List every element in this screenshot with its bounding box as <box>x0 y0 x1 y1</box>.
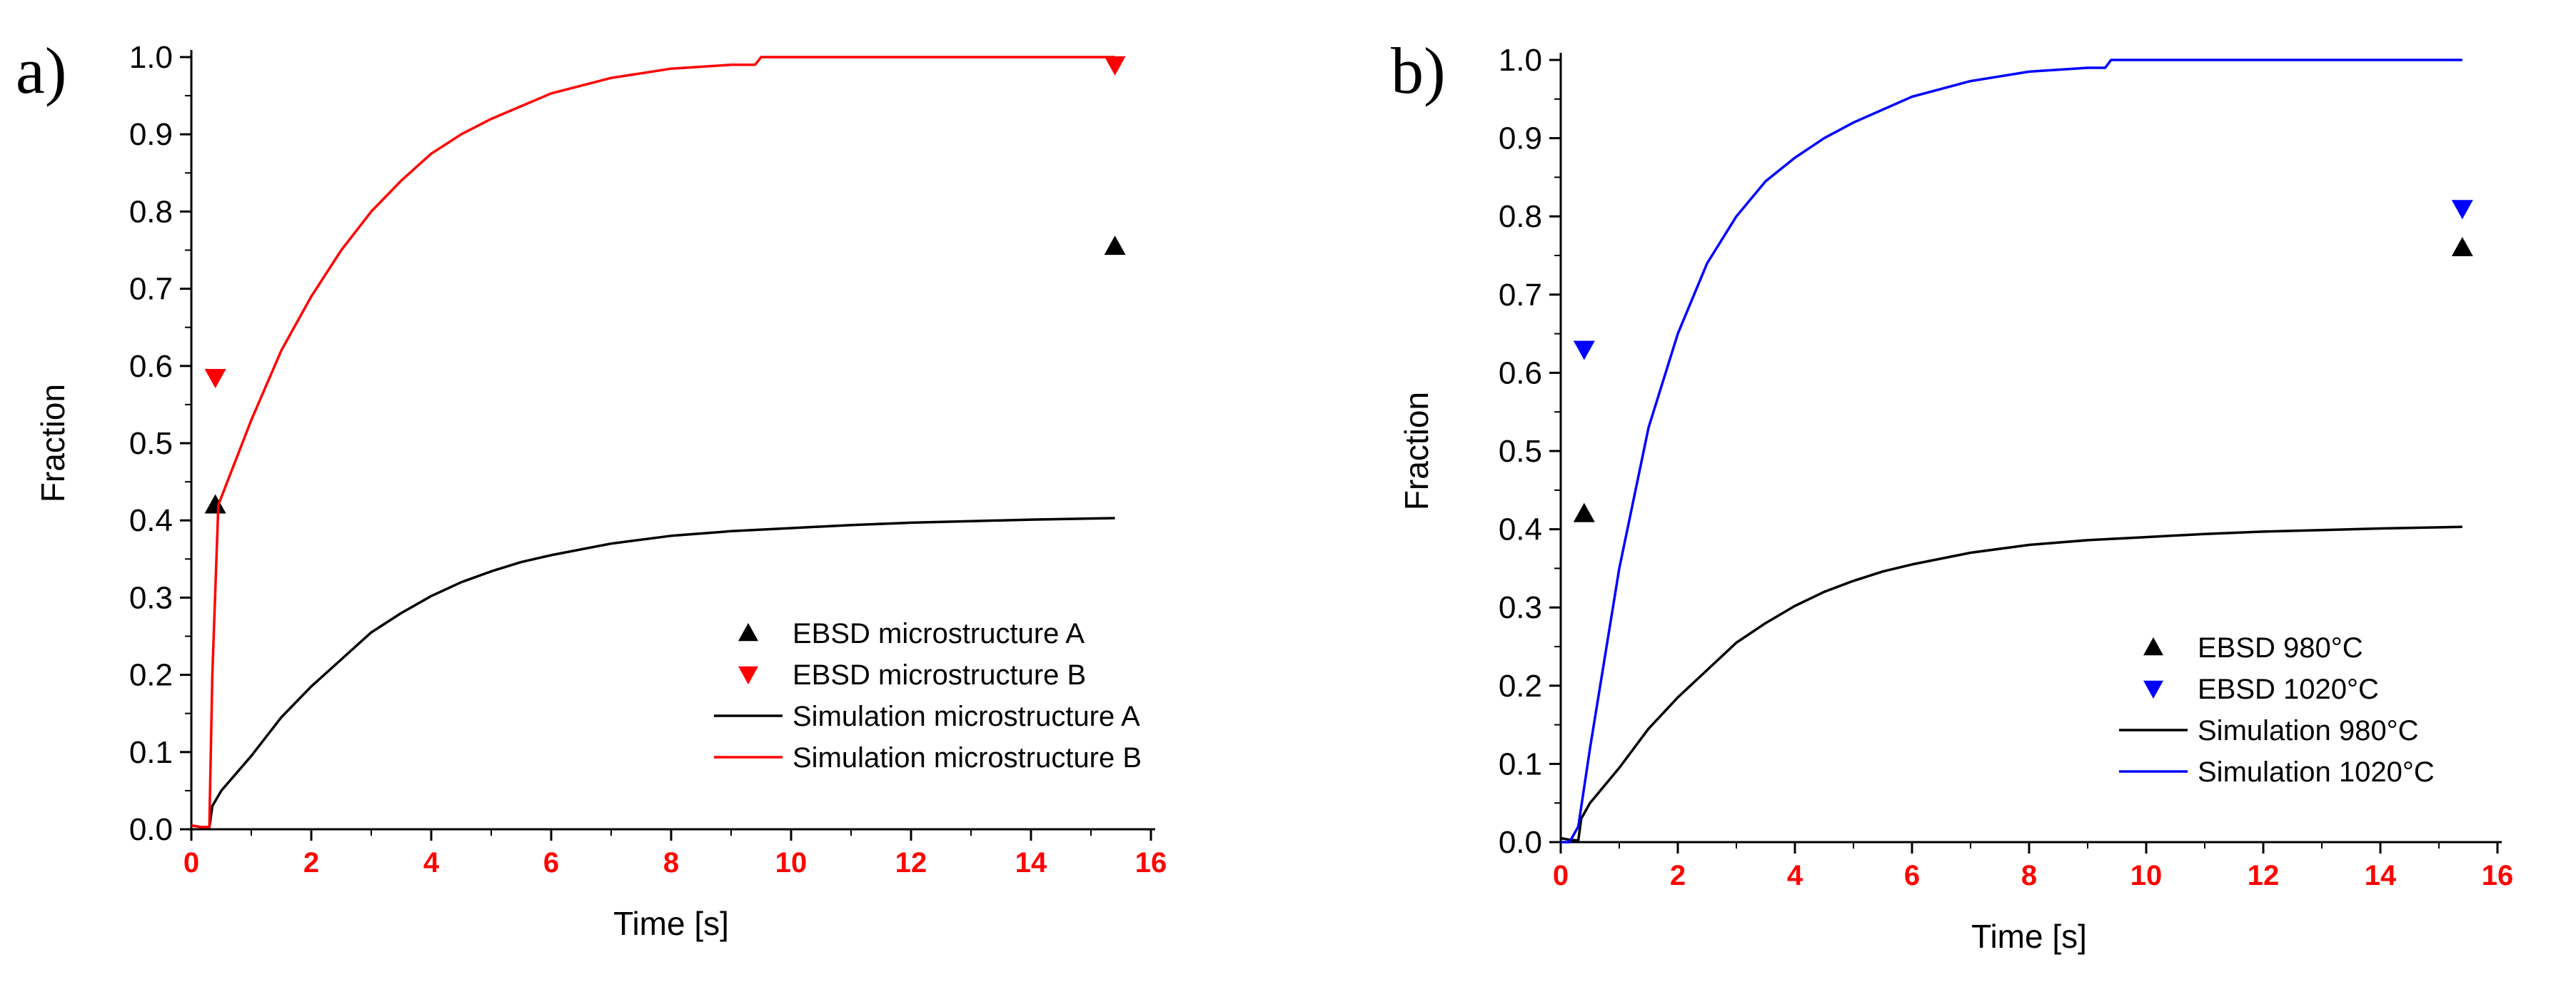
data-point-marker <box>204 369 226 389</box>
legend-entry-label: Simulation 1020°C <box>2198 756 2435 788</box>
y-tick-label: 0.9 <box>129 117 173 152</box>
legend-entry-label: EBSD microstructure A <box>793 618 1085 649</box>
x-tick-label: 2 <box>1670 860 1686 891</box>
x-tick-label: 16 <box>2482 860 2514 891</box>
panel-letter: a) <box>16 34 66 107</box>
y-tick-label: 1.0 <box>1499 43 1542 78</box>
series-line <box>191 56 1115 829</box>
y-tick-label: 0.2 <box>1499 669 1542 704</box>
x-tick-label: 4 <box>423 847 440 879</box>
y-tick-label: 0.7 <box>1499 278 1542 313</box>
legend-swatch-marker <box>2143 680 2163 699</box>
y-tick-label: 0.7 <box>129 272 173 307</box>
x-axis-label: Time [s] <box>613 905 729 942</box>
legend-swatch-marker <box>738 623 758 642</box>
legend: EBSD microstructure A EBSD microstructure… <box>714 618 1142 774</box>
y-tick-label: 0.0 <box>1499 825 1542 860</box>
y-tick-label: 0.3 <box>129 580 173 615</box>
y-tick-label: 0.5 <box>1499 434 1542 469</box>
x-tick-label: 10 <box>775 847 807 879</box>
legend-entry-label: EBSD microstructure B <box>793 659 1086 691</box>
x-tick-label: 14 <box>1015 847 1047 879</box>
x-tick-label: 10 <box>2130 860 2163 891</box>
chart-panel-a: a) 0.0 0.1 0.2 0.3 0.4 0.5 0.6 0.7 0.8 0.9 1.0 0 2 4 6 8… <box>16 34 1167 942</box>
y-tick-label: 0.3 <box>1499 590 1542 625</box>
y-tick-label: 0.9 <box>1499 121 1542 156</box>
x-tick-label: 6 <box>543 847 559 879</box>
legend: EBSD 980°C EBSD 1020°C Simulation 980°C Sim… <box>2119 632 2435 788</box>
legend-entry-label: EBSD 980°C <box>2198 632 2363 664</box>
y-tick-label: 0.6 <box>1499 355 1542 390</box>
x-tick-label: 16 <box>1135 847 1167 879</box>
x-tick-label: 2 <box>303 847 319 879</box>
x-tick-label: 0 <box>1553 860 1569 891</box>
y-axis-label: Fraction <box>1398 392 1435 510</box>
x-tick-label: 12 <box>2248 860 2280 891</box>
x-tick-label: 8 <box>2021 860 2037 891</box>
series-line <box>191 517 1115 829</box>
series-line <box>1560 525 2462 842</box>
x-tick-label: 6 <box>1904 860 1920 891</box>
x-tick-label: 8 <box>663 847 679 879</box>
series-line <box>1561 59 2462 844</box>
y-tick-label: 0.0 <box>129 812 173 847</box>
data-point-marker <box>1573 502 1595 522</box>
y-tick-label: 0.8 <box>129 194 173 229</box>
data-point-marker <box>1573 340 1595 360</box>
legend-swatch-marker <box>738 666 758 684</box>
legend-entry-label: Simulation 980°C <box>2198 715 2419 746</box>
data-point-marker <box>2451 200 2473 220</box>
y-tick-label: 0.4 <box>1499 512 1542 547</box>
y-tick-label: 0.2 <box>129 658 173 693</box>
y-tick-label: 0.5 <box>129 426 173 461</box>
y-tick-label: 0.6 <box>129 349 173 384</box>
legend-entry-label: Simulation microstructure B <box>793 742 1142 774</box>
y-axis-label: Fraction <box>34 384 71 502</box>
legend-entry-label: Simulation microstructure A <box>793 701 1140 732</box>
chart-panel-b: b) 0.0 0.1 0.2 0.3 0.4 0.5 0.6 0.7 0.8 0.9 1.0 0 2 4 6 8… <box>1391 34 2513 955</box>
y-tick-label: 0.1 <box>1499 746 1542 781</box>
legend-swatch-marker <box>2143 637 2163 656</box>
y-tick-label: 0.4 <box>129 503 173 538</box>
x-tick-label: 4 <box>1787 860 1803 891</box>
x-tick-label: 14 <box>2365 860 2397 891</box>
legend-entry-label: EBSD 1020°C <box>2198 674 2379 705</box>
panel-letter: b) <box>1391 34 1446 107</box>
data-point-marker <box>1104 236 1126 255</box>
data-point-marker <box>1104 56 1126 76</box>
y-tick-label: 1.0 <box>129 40 173 75</box>
y-tick-label: 0.1 <box>129 735 173 770</box>
data-point-marker <box>204 494 226 514</box>
data-point-marker <box>2451 237 2473 257</box>
x-axis-label: Time [s] <box>1971 918 2087 955</box>
x-tick-label: 0 <box>183 847 199 879</box>
y-tick-label: 0.8 <box>1499 199 1542 234</box>
x-tick-label: 12 <box>895 847 927 879</box>
